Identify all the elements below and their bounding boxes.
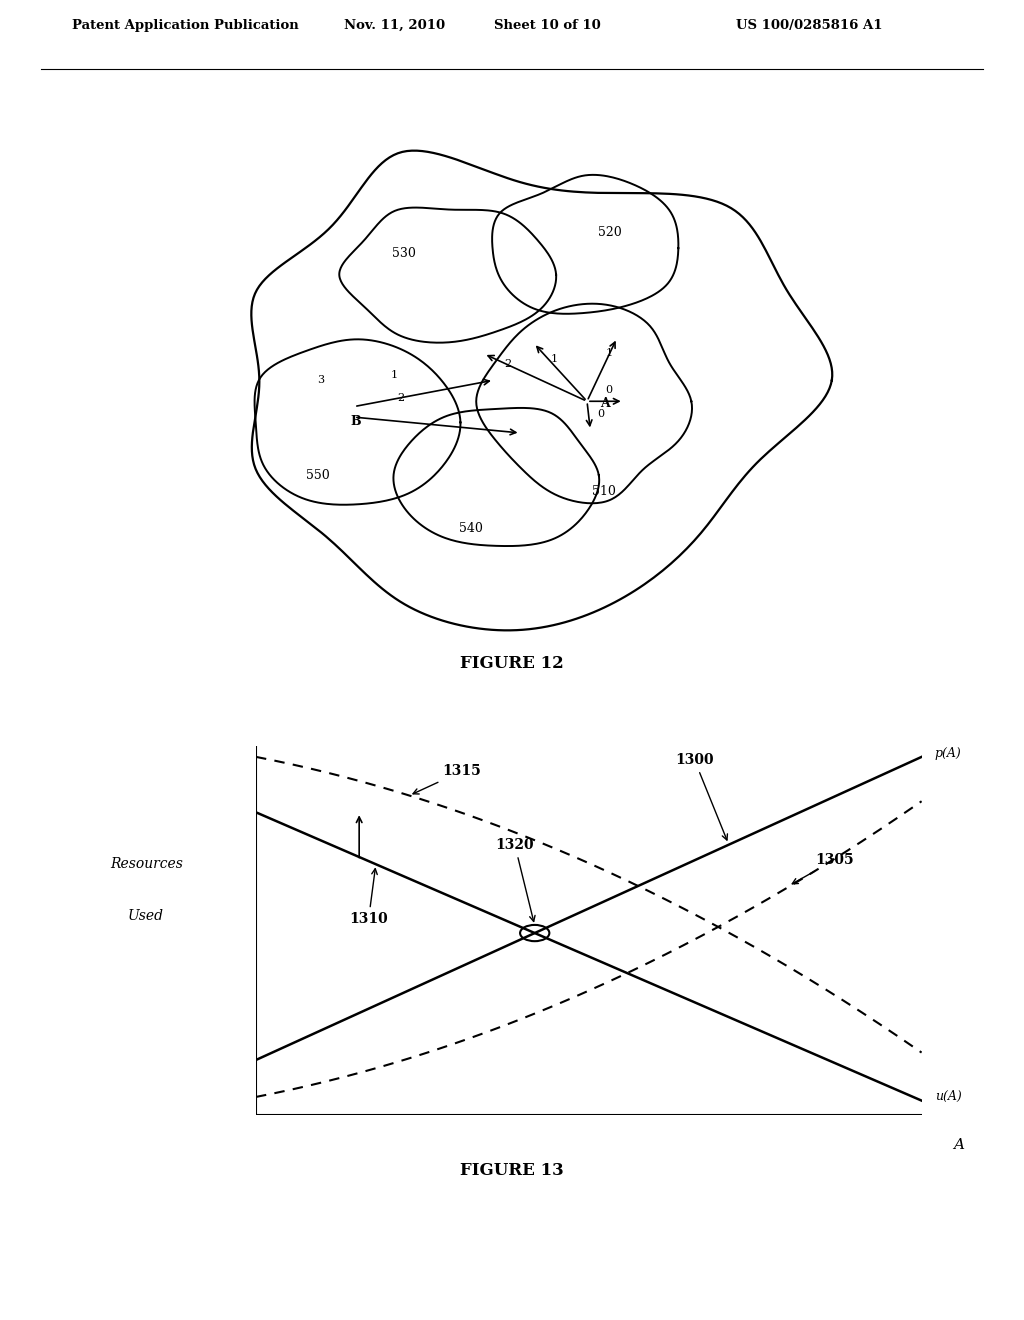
Text: 1: 1 <box>605 348 612 359</box>
Text: Resources: Resources <box>110 857 182 871</box>
Text: B: B <box>350 414 361 428</box>
Text: FIGURE 12: FIGURE 12 <box>460 656 564 672</box>
Text: 0: 0 <box>597 409 604 420</box>
Text: 2: 2 <box>397 393 404 404</box>
Text: 1310: 1310 <box>349 869 388 927</box>
Text: 1305: 1305 <box>793 853 854 884</box>
Text: 2: 2 <box>504 359 511 370</box>
Text: 1300: 1300 <box>676 754 727 840</box>
Text: Patent Application Publication: Patent Application Publication <box>72 18 298 32</box>
Text: 520: 520 <box>598 226 623 239</box>
Text: 540: 540 <box>459 521 482 535</box>
Text: 1315: 1315 <box>413 764 481 795</box>
Text: u(A): u(A) <box>935 1090 962 1104</box>
Text: 550: 550 <box>305 469 330 482</box>
Text: 0: 0 <box>605 385 612 396</box>
Text: FIGURE 13: FIGURE 13 <box>460 1163 564 1179</box>
Text: Used: Used <box>128 908 164 923</box>
Text: 1: 1 <box>391 370 397 380</box>
Text: A: A <box>600 396 610 409</box>
Text: US 100/0285816 A1: US 100/0285816 A1 <box>735 18 883 32</box>
Text: 510: 510 <box>592 484 615 498</box>
Text: Nov. 11, 2010: Nov. 11, 2010 <box>344 18 444 32</box>
Text: 1320: 1320 <box>496 838 536 921</box>
Text: 1: 1 <box>551 354 557 364</box>
Text: 3: 3 <box>317 375 325 385</box>
Text: A: A <box>952 1138 964 1152</box>
Text: p(A): p(A) <box>935 747 962 760</box>
Text: 530: 530 <box>392 247 416 260</box>
Text: Sheet 10 of 10: Sheet 10 of 10 <box>495 18 601 32</box>
